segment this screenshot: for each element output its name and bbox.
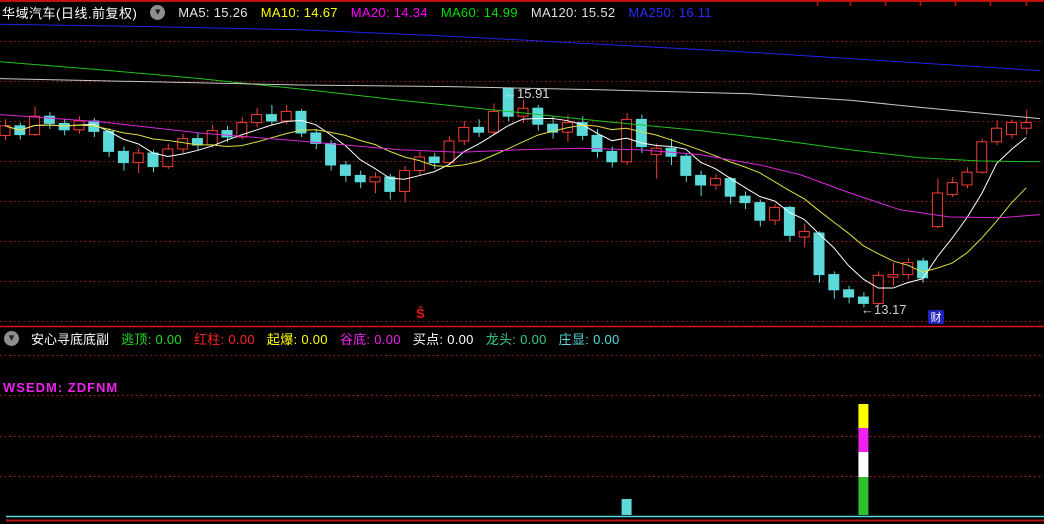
candle-body: [280, 110, 292, 122]
indicator-value-庄显: 庄显: 0.00: [558, 332, 620, 347]
candle-body: [754, 202, 766, 221]
ma-values-row: MA5: 15.26 MA10: 14.67 MA20: 14.34 MA60: 14…: [178, 5, 712, 20]
candle-body: [813, 232, 825, 276]
candle-body: [162, 148, 174, 168]
candle-body: [43, 115, 55, 124]
candle-body: [739, 195, 751, 204]
candle-body: [547, 123, 559, 133]
candle-body: [680, 155, 692, 176]
main-header: 华域汽车(日线.前复权) ▾ MA5: 15.26 MA10: 14.67 MA20…: [2, 3, 712, 21]
candle-body: [265, 114, 277, 122]
signal-bar-segment: [858, 477, 869, 515]
candle-body: [236, 122, 248, 138]
ma-line-MA20: [0, 114, 1041, 219]
candle-body: [1020, 122, 1032, 129]
candle-body: [887, 274, 899, 278]
candle-body: [487, 110, 499, 133]
ma-line-MA5: [4, 117, 1027, 289]
earnings-event-badge[interactable]: 财: [928, 310, 944, 324]
candle-body: [576, 122, 588, 136]
signal-bar-segment: [858, 428, 869, 452]
candle-body: [591, 134, 603, 152]
indicator-value-逃顶: 逃顶: 0.00: [121, 332, 182, 347]
signal-bar-segment: [858, 404, 869, 428]
candle-body: [251, 114, 263, 124]
candle-body: [961, 171, 973, 186]
indicator-value-买点: 买点: 0.00: [412, 332, 474, 347]
candle-body: [695, 174, 707, 186]
candle-body: [147, 152, 159, 168]
low-price-annotation: ←13.17: [861, 302, 907, 317]
indicator-value-谷底: 谷底: 0.00: [339, 332, 401, 347]
chevron-down-icon[interactable]: ▾: [4, 331, 19, 346]
candle-body: [857, 296, 869, 304]
bottom-panel-label: WSEDM: ZDFNM: [3, 380, 127, 395]
signal-bar-segment: [858, 452, 869, 477]
ma-line-MA10: [4, 124, 1027, 273]
indicator-panel-header: ▾ 安心寻底底副 逃顶: 0.00 红柱: 0.00 起爆: 0.00 谷底: 0.0…: [4, 329, 620, 348]
candle-body: [872, 274, 884, 304]
candle-body: [354, 174, 366, 183]
ma-value-MA10: MA10: 14.67: [260, 4, 338, 20]
candle-body: [991, 127, 1003, 143]
ma-line-MA120: [0, 78, 1041, 120]
indicator-value-起爆: 起爆: 0.00: [266, 332, 328, 347]
candle-body: [310, 132, 322, 144]
candle-body: [58, 122, 70, 131]
candle-body: [843, 289, 855, 298]
candle-body: [428, 156, 440, 164]
candle-body: [206, 130, 218, 146]
indicator-value-龙头: 龙头: 0.00: [485, 332, 547, 347]
chevron-down-icon[interactable]: ▾: [150, 4, 166, 20]
stock-title: 华域汽车(日线.前复权): [2, 5, 138, 21]
candle-body: [413, 156, 425, 172]
indicator-value-红柱: 红柱: 0.00: [193, 332, 255, 347]
candle-body: [132, 152, 144, 164]
candle-body: [473, 126, 485, 133]
candle-body: [339, 164, 351, 176]
candle-body: [177, 138, 189, 150]
ma-value-MA20: MA20: 14.34: [350, 4, 428, 20]
candle-body: [369, 176, 381, 183]
candle-body: [384, 176, 396, 192]
signal-bar-segment: [621, 499, 632, 515]
candle-body: [606, 150, 618, 163]
candle-body: [458, 126, 470, 142]
indicator-panel-title: 安心寻底底副: [31, 332, 110, 347]
candle-body: [532, 107, 544, 125]
candle-body: [931, 192, 943, 228]
candle-body: [976, 141, 988, 173]
candle-body: [103, 130, 115, 152]
sell-signal-marker: Ŝ: [416, 306, 425, 321]
candle-body: [902, 262, 914, 276]
high-price-annotation: ←15.91: [504, 86, 550, 101]
candle-body: [783, 206, 795, 236]
ma-value-MA5: MA5: 15.26: [178, 4, 248, 20]
candle-body: [828, 274, 840, 291]
indicator-values-row: 逃顶: 0.00 红柱: 0.00 起爆: 0.00 谷底: 0.00 买点: 0.00…: [121, 329, 620, 348]
candle-body: [1005, 122, 1017, 136]
ma-value-MA60: MA60: 14.99: [440, 4, 518, 20]
candle-body: [117, 150, 129, 164]
candle-body: [724, 178, 736, 197]
candle-body: [769, 206, 781, 221]
candle-body: [621, 118, 633, 163]
candle-body: [325, 142, 337, 166]
candle-body: [798, 230, 810, 238]
candle-body: [709, 178, 721, 186]
candle-body: [946, 182, 958, 196]
candle-body: [917, 260, 929, 279]
ma-value-MA120: MA120: 15.52: [530, 4, 616, 20]
candle-body: [221, 130, 233, 138]
ma-line-MA60: [0, 61, 1041, 163]
candle-body: [399, 170, 411, 192]
ma-line-MA250: [0, 23, 1041, 72]
ma-value-MA250: MA250: 16.11: [628, 4, 712, 20]
